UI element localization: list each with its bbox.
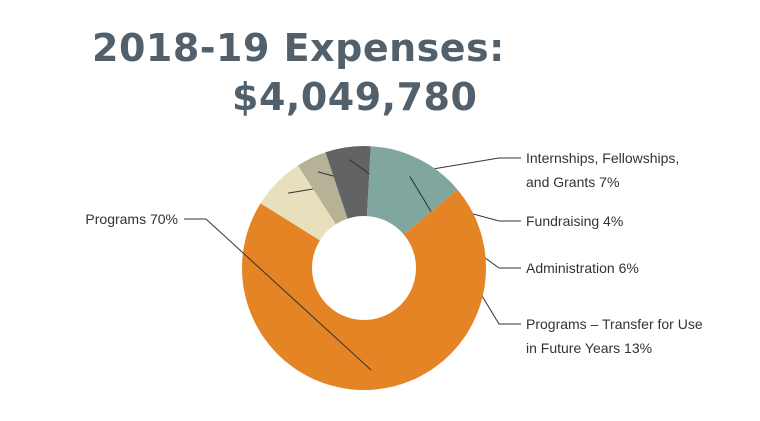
slice-label-1-line-1: Internships, Fellowships, — [526, 150, 679, 166]
donut-slice-2 — [297, 152, 348, 225]
donut-slice-5 — [241, 189, 486, 390]
slice-label-4-line-2: in Future Years 13% — [526, 340, 652, 356]
leader-line-5 — [184, 218, 372, 371]
slice-label-1-line-2: and Grants 7% — [526, 174, 619, 190]
donut-slice-4 — [366, 146, 458, 235]
slice-label-4-line-1: Programs – Transfer for Use — [526, 316, 703, 332]
slice-label-5-line-1: Programs 70% — [85, 211, 178, 227]
chart-title-line-1: 2018-19 Expenses: — [92, 26, 505, 70]
slice-label-2-line-1: Fundraising 4% — [526, 213, 623, 229]
slice-label-3-line-1: Administration 6% — [526, 260, 639, 276]
donut-slice-1 — [260, 165, 336, 241]
donut-slice-3 — [325, 146, 371, 219]
chart-title-line-2: $4,049,780 — [232, 75, 478, 119]
